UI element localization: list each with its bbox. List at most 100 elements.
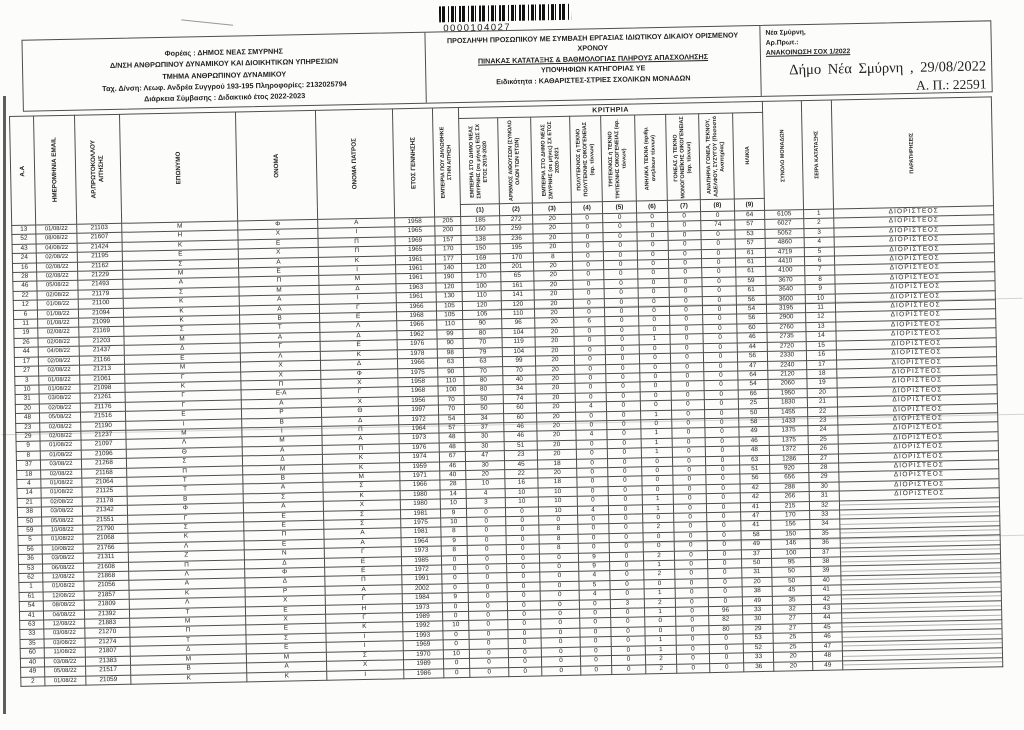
cell-declared_experience: 10	[442, 620, 469, 631]
cell-declared_experience: 105	[436, 310, 463, 321]
date-stamp: Δήμο Νέα Σμύρνη , 29/08/2022 Α. Π.: 2259…	[766, 58, 987, 96]
cell-name: Κ	[246, 670, 327, 682]
cell-declared_experience: 8	[441, 545, 468, 556]
criteria-number-8: (8)	[700, 199, 735, 212]
cell-remarks	[842, 657, 1003, 670]
column-header-c4: ΠΟΛΥΤΕΚΝΟΣ ή ΤΕΚΝΟ ΠΟΛΥΤΕΚΝΗΣ ΟΙΚΟΓΕΝΕΙΑ…	[569, 115, 603, 203]
cell-aa: 16	[12, 262, 37, 273]
column-header-protocol: ΑΡ.ΠΡΩΤΟΚΟΛΛΟΥ ΑΙΤΗΣΗΣ	[74, 114, 122, 225]
cell-declared_experience: 98	[437, 348, 464, 359]
cell-aa: 29	[15, 431, 41, 442]
cell-aa: 36	[18, 554, 43, 565]
cell-declared_experience: 10	[443, 649, 470, 660]
cell-declared_experience: 0	[443, 667, 470, 678]
cell-c6: 2	[645, 663, 677, 674]
cell-declared_experience: 14	[440, 489, 467, 500]
cell-total: 20	[773, 661, 813, 672]
cell-declared_experience: 130	[436, 291, 463, 302]
criteria-number-6: (6)	[636, 200, 668, 213]
column-header-birth-year: ΕΤΟΣ ΓΕΝΝΗΣΗΣ	[392, 108, 435, 218]
column-header-aa: Α.Α	[9, 116, 36, 226]
cell-declared_experience: 48	[438, 432, 466, 443]
cell-aa: 17	[14, 356, 39, 367]
cell-aa: 21	[17, 497, 42, 508]
column-header-total: ΣΥΝΟΛΟ ΜΟΝΑΔΩΝ	[762, 100, 804, 211]
cell-aa: 27	[14, 366, 39, 376]
criteria-number-3: (3)	[532, 202, 572, 216]
cell-aa: 63	[19, 620, 44, 630]
cell-declared_experience: 0	[442, 611, 469, 622]
agency-header: Φορέας : ΔΗΜΟΣ ΝΕΑΣ ΣΜΥΡΝΗΣ Δ/ΝΣΗ ΑΝΘΡΩΠ…	[22, 33, 425, 111]
cell-aa: 5	[17, 535, 43, 546]
column-header-name: ΟΝΟΜΑ	[235, 110, 318, 221]
criteria-number-9: (9)	[734, 198, 765, 212]
cell-aa: 33	[19, 629, 45, 640]
cell-declared_experience: 57	[438, 423, 465, 434]
cell-aa: 23	[15, 422, 40, 433]
column-header-declared-experience: ΕΜΠΕΙΡΙΑ ΠΟΥ ΔΗΛΩΘΗΚΕ ΣΤΗΝ ΑΙΤΗΣΗ	[432, 107, 461, 218]
cell-c4: 0	[580, 665, 612, 676]
cell-surname: Κ	[130, 672, 247, 685]
cell-aa: 49	[20, 667, 45, 677]
table-header: Α.Α ΗΜΕΡΟΜΗΝΙΑ EMAIL ΑΡ.ΠΡΩΤΟΚΟΛΛΟΥ ΑΙΤΗ…	[9, 96, 994, 226]
cell-declared_experience: 63	[437, 357, 464, 368]
cell-aa: 50	[17, 516, 42, 527]
table-body: 13 01/08/22 21103 Μ Φ Α 1958 205 185 272 20 0 0 0 0 0 64…	[11, 205, 1003, 687]
column-header-rank: ΣΕΙΡΑ ΚΑΤΑΤΑΞΗΣ	[801, 100, 834, 210]
cell-aa: 59	[17, 525, 42, 536]
cell-declared_experience: 67	[439, 451, 466, 462]
cell-c1: 0	[469, 667, 509, 678]
cell-aa: 14	[16, 488, 42, 499]
cell-declared_experience: 177	[435, 254, 462, 265]
cell-aa: 40	[20, 657, 45, 668]
criteria-number-7: (7)	[667, 199, 701, 213]
cell-aa: 2	[20, 676, 45, 687]
cell-declared_experience: 9	[440, 508, 467, 518]
column-header-c6: ΑΝΗΛΙΚΑ ΤΕΚΝΑ (αριθμ. ανηλίκων τέκνων)	[634, 114, 668, 201]
criteria-number-4: (4)	[571, 201, 603, 215]
document-header: Φορέας : ΔΗΜΟΣ ΝΕΑΣ ΣΜΥΡΝΗΣ Δ/ΝΣΗ ΑΝΘΡΩΠ…	[21, 20, 993, 112]
cell-aa: 52	[11, 234, 37, 245]
cell-declared_experience: 140	[435, 263, 462, 274]
cell-declared_experience: 205	[434, 216, 461, 227]
cell-declared_experience: 190	[435, 272, 462, 283]
cell-declared_experience: 8	[440, 526, 468, 537]
cell-aa: 53	[18, 563, 43, 574]
cell-rank: 49	[812, 660, 843, 671]
cell-age: 36	[743, 661, 774, 672]
cell-aa: 35	[20, 638, 45, 649]
column-header-c5: ΤΡΙΤΕΚΝΟΣ ή ΤΕΚΝΟ ΤΡΙΤΕΚΝΗΣ ΟΙΚΟΓΕΝΕΙΑΣ …	[600, 114, 637, 202]
cell-declared_experience: 46	[439, 461, 466, 471]
cell-aa: 38	[17, 507, 42, 518]
column-header-father: ΟΝΟΜΑ ΠΑΤΡΟΣ	[315, 108, 395, 220]
cell-declared_experience: 0	[442, 630, 470, 641]
cell-aa: 18	[16, 469, 41, 480]
cell-declared_experience: 157	[434, 235, 462, 246]
cell-aa: 62	[18, 572, 43, 583]
cell-aa: 26	[13, 337, 39, 348]
cell-declared_experience: 90	[437, 366, 464, 377]
cell-declared_experience: 120	[435, 282, 463, 293]
cell-aa: 3	[14, 375, 39, 386]
cell-date: 01/08/22	[44, 675, 86, 686]
cell-declared_experience: 105	[436, 301, 463, 312]
cell-aa: 19	[13, 328, 38, 339]
cell-protocol: 21059	[85, 674, 131, 686]
title-block: ΠΡΟΣΛΗΨΗ ΠΡΟΣΩΠΙΚΟΥ ΜΕ ΣΥΜΒΑΣΗ ΕΡΓΑΣΙΑΣ …	[424, 25, 761, 103]
barcode-icon	[438, 3, 572, 23]
cell-declared_experience: 0	[441, 573, 468, 584]
cell-declared_experience: 0	[441, 564, 468, 575]
criteria-number-5: (5)	[602, 200, 637, 214]
cell-declared_experience: 99	[436, 329, 464, 340]
cell-aa: 43	[12, 243, 37, 254]
cell-aa: 61	[19, 591, 44, 602]
column-header-date: ΗΜΕΡΟΜΗΝΙΑ EMAIL	[33, 115, 77, 226]
cell-c3: 0	[541, 665, 581, 676]
cell-aa: 12	[13, 300, 38, 311]
cell-declared_experience: 110	[437, 376, 465, 387]
cell-declared_experience: 0	[441, 555, 468, 565]
cell-aa: 41	[19, 610, 44, 621]
cell-aa: 6	[13, 309, 38, 320]
